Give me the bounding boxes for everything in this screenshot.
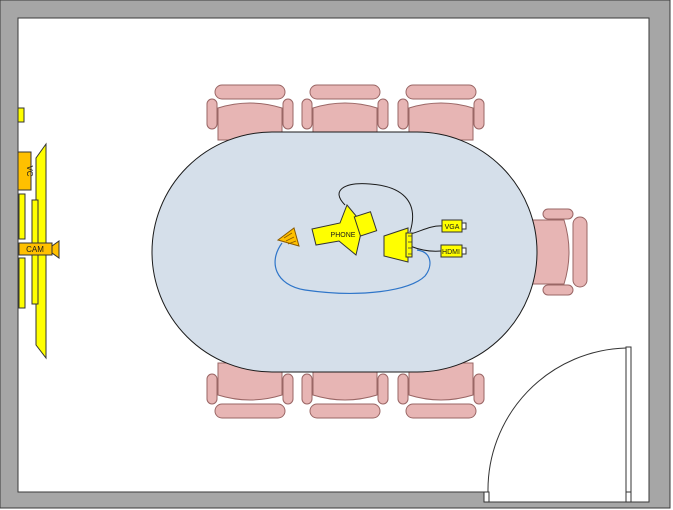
wall-av-equipment [17, 107, 47, 360]
vc-unit[interactable]: VC [17, 151, 34, 191]
conference-table [151, 131, 538, 373]
wall-plate-1 [18, 193, 26, 240]
hdmi-label: HDMI [442, 249, 460, 256]
conference-phone[interactable]: PHONE [311, 204, 378, 256]
microphone-pod[interactable] [276, 227, 300, 247]
black-cable-loop [338, 183, 414, 233]
blue-cable [274, 242, 431, 294]
table-connection-box[interactable] [383, 227, 413, 263]
camera[interactable]: CAM [18, 240, 60, 259]
wall-plate-2 [18, 257, 26, 309]
chair-right [531, 208, 588, 296]
door-leaf [625, 346, 632, 493]
cam-label: CAM [26, 245, 44, 254]
door[interactable] [483, 346, 632, 503]
phone-label: PHONE [331, 232, 356, 239]
vc-label: VC [25, 165, 34, 176]
vga-connector[interactable]: VGA [441, 219, 467, 233]
vga-label: VGA [445, 224, 460, 231]
camera-lens [51, 240, 60, 259]
black-cable-vga [409, 225, 444, 235]
cables [274, 183, 444, 294]
hdmi-connector[interactable]: HDMI [440, 244, 467, 258]
door-frame-left [483, 491, 490, 503]
black-cable-hdmi [409, 245, 442, 252]
wall-box-small [17, 107, 25, 123]
door-swing-arc [487, 347, 627, 493]
door-frame-right [625, 491, 632, 503]
